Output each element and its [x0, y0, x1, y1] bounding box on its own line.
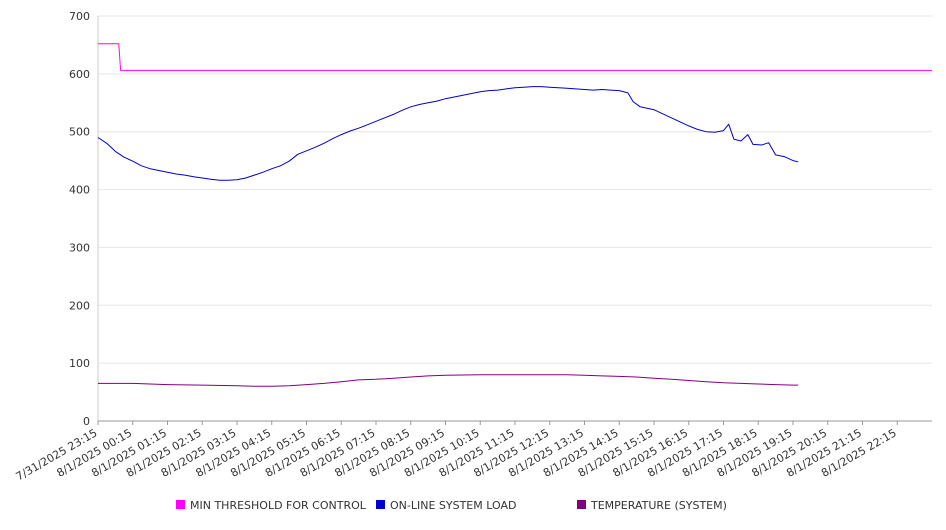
y-tick-label: 0	[83, 415, 90, 428]
legend-swatch	[176, 500, 185, 509]
y-tick-label: 200	[69, 299, 90, 312]
y-tick-label: 400	[69, 184, 90, 197]
legend: MIN THRESHOLD FOR CONTROL ON-LINE SYSTEM …	[176, 499, 727, 512]
y-tick-label: 100	[69, 357, 90, 370]
legend-label: ON-LINE SYSTEM LOAD	[390, 499, 516, 512]
y-tick-label: 300	[69, 241, 90, 254]
legend-label: TEMPERATURE (SYSTEM)	[590, 499, 727, 512]
legend-swatch	[577, 500, 586, 509]
axes	[97, 16, 932, 425]
y-tick-label: 600	[69, 68, 90, 81]
y-tick-label: 500	[69, 126, 90, 139]
legend-label: MIN THRESHOLD FOR CONTROL	[190, 499, 367, 512]
y-tick-labels: 0 100 200 300 400 500 600 700	[69, 10, 90, 428]
series-line-3	[98, 374, 799, 387]
legend-swatch	[376, 500, 385, 509]
gridlines	[98, 15, 932, 364]
series-line-1	[98, 43, 932, 71]
y-tick-label: 700	[69, 10, 90, 23]
series-lines	[97, 43, 932, 387]
x-tick-labels: 7/31/2025 23:158/1/2025 00:158/1/2025 01…	[14, 426, 899, 483]
series-line-2	[97, 86, 799, 181]
